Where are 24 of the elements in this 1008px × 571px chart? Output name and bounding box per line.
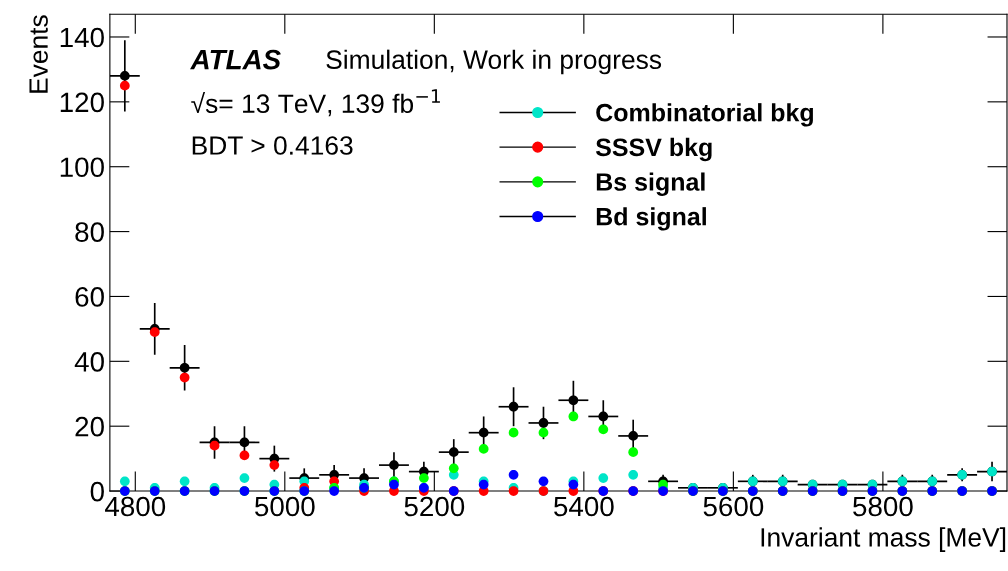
x-tick-label: 5600 bbox=[703, 496, 764, 517]
x-axis-title: Invariant mass [MeV] bbox=[761, 527, 1006, 552]
y-axis-title: Events bbox=[29, 15, 48, 93]
y-tick-label: 100 bbox=[60, 157, 104, 178]
y-tick-label: 40 bbox=[74, 351, 104, 372]
y-tick-label: 80 bbox=[75, 222, 104, 242]
y-tick-label: 0 bbox=[90, 481, 104, 502]
annotation: BDT > 0.4163 bbox=[192, 136, 353, 155]
x-tick-label: 5800 bbox=[853, 496, 913, 517]
x-tick-label: 5000 bbox=[255, 496, 315, 517]
y-tick-label: 120 bbox=[60, 92, 104, 113]
y-tick-label: 60 bbox=[75, 287, 104, 307]
x-tick-label: 5200 bbox=[404, 496, 465, 517]
annotation: √s= 13 TeV, 139 fb$^{−1}$ bbox=[191, 89, 440, 117]
legend-label: SSSV bkg bbox=[595, 137, 712, 162]
x-tick-label: 5400 bbox=[554, 496, 614, 517]
annotation: Simulation, Work in progress bbox=[326, 49, 662, 75]
legend-label: Bs signal bbox=[596, 172, 705, 196]
legend-label: Bd signal bbox=[596, 207, 706, 231]
annotation: ATLAS bbox=[190, 49, 281, 70]
y-tick-label: 20 bbox=[75, 416, 104, 437]
x-tick-label: 4800 bbox=[105, 496, 166, 517]
y-tick-label: 140 bbox=[60, 27, 104, 48]
legend-label: Combinatorial bkg bbox=[596, 103, 813, 127]
